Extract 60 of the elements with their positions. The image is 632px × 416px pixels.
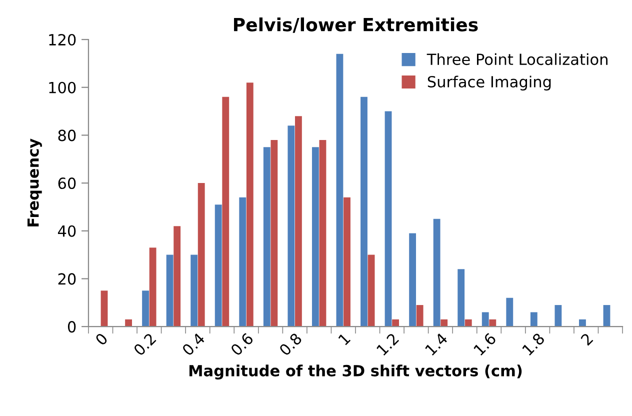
- bar: [464, 319, 472, 327]
- bar: [392, 319, 400, 327]
- bar: [100, 290, 108, 327]
- x-tick-label: 0.2: [132, 332, 156, 356]
- bar: [433, 218, 440, 327]
- bar: [222, 96, 230, 327]
- bar: [440, 319, 448, 327]
- bar: [368, 254, 375, 327]
- x-tick-label: 0: [94, 332, 108, 346]
- bar: [125, 319, 132, 327]
- y-tick-label: 0: [68, 321, 76, 333]
- bar: [214, 204, 222, 327]
- bar: [506, 298, 514, 327]
- bar: [312, 147, 319, 327]
- x-tick-label: 1.6: [473, 332, 497, 356]
- legend-label: Three Point Localization: [426, 53, 608, 66]
- bar: [190, 254, 198, 327]
- chart-title: Pelvis/lower Extremities: [234, 17, 478, 33]
- bar: [489, 319, 496, 327]
- bar: [149, 248, 156, 327]
- x-tick-label: 1.2: [376, 332, 400, 356]
- bar: [336, 54, 344, 327]
- y-axis-title: Frequency: [28, 138, 42, 226]
- bar: [142, 290, 149, 327]
- bar: [239, 197, 246, 327]
- y-tick-label: 120: [49, 34, 76, 46]
- y-tick-label: 20: [58, 273, 76, 285]
- bar: [288, 126, 295, 327]
- bar: [360, 96, 368, 327]
- y-tick-label: 60: [58, 178, 76, 190]
- bar: [579, 319, 586, 327]
- bar: [344, 197, 350, 327]
- legend-label: Surface Imaging: [428, 76, 551, 90]
- bar: [409, 233, 416, 327]
- x-tick-label: 1.8: [522, 332, 546, 356]
- bar: [458, 269, 465, 327]
- bar: [166, 254, 174, 327]
- bar: [554, 305, 562, 327]
- x-tick-label: 0.4: [181, 332, 206, 356]
- y-tick-label: 100: [49, 82, 76, 94]
- bar: [198, 183, 205, 327]
- bar: [246, 82, 254, 327]
- x-tick-label: 1.4: [424, 332, 448, 356]
- bar: [416, 305, 424, 327]
- y-tick-label: 80: [58, 130, 76, 142]
- bar: [319, 140, 326, 327]
- x-tick-label: 2: [580, 332, 594, 346]
- x-axis-title: Magnitude of the 3D shift vectors (cm): [189, 364, 522, 380]
- x-tick-label: 1: [338, 332, 351, 346]
- bar: [603, 305, 610, 327]
- x-tick-label: 0.8: [278, 332, 302, 356]
- bar: [294, 116, 302, 327]
- bar: [530, 312, 538, 327]
- bar: [482, 312, 489, 327]
- bar: [263, 147, 270, 327]
- bar: [174, 226, 181, 327]
- x-tick-label: 0.6: [230, 332, 254, 356]
- bar: [270, 140, 278, 327]
- y-tick-label: 40: [58, 225, 76, 237]
- bar: [384, 111, 392, 327]
